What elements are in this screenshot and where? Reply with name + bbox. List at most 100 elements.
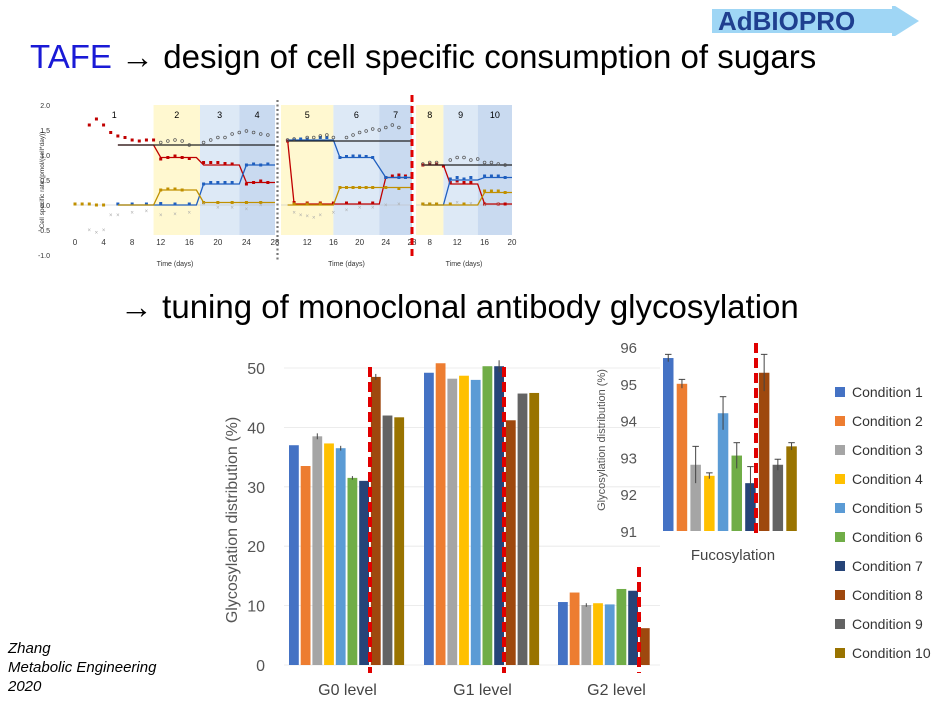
data-point-fructose	[216, 181, 220, 184]
data-point-fructose	[384, 176, 388, 179]
data-point-production	[364, 129, 368, 133]
data-point-production	[325, 133, 329, 137]
data-point-fructose	[364, 155, 368, 158]
y-axis-label: Glycosylation distribution (%)	[224, 417, 241, 623]
inset-bar-2	[690, 464, 701, 531]
data-point-galactose	[448, 202, 452, 206]
subtitle-arrow-icon: →	[120, 288, 153, 325]
phase-label: 10	[490, 110, 500, 120]
title-highlight: TAFE	[30, 38, 112, 75]
data-point-glucose	[358, 201, 362, 205]
data-point-galactose	[216, 201, 220, 204]
legend-label: Condition 2	[852, 412, 923, 429]
legend-item: Condition 2	[835, 406, 931, 435]
data-point-fructose	[358, 154, 362, 158]
phase-band	[239, 105, 275, 235]
legend-swatch	[835, 590, 845, 601]
data-point-glucose	[483, 202, 487, 206]
data-point-production	[180, 139, 184, 143]
data-point-glucose	[230, 162, 234, 166]
data-point-fructose	[244, 163, 248, 167]
fucosylation-inset-chart: 91 92 93 94 95 96 Glycosylation distribution (…	[596, 340, 797, 564]
phase-band	[416, 105, 444, 235]
data-point-glucose	[152, 138, 156, 142]
data-point-galactose	[483, 189, 487, 193]
data-point-galactose	[180, 188, 184, 192]
data-point-production	[173, 138, 177, 142]
inset-bar-0	[663, 358, 674, 531]
data-point-galactose	[489, 189, 493, 193]
data-point-galactose	[159, 188, 163, 192]
data-point-glucose	[137, 139, 141, 143]
data-point-galactose	[364, 186, 368, 189]
x-tick-label: 12	[303, 238, 312, 247]
legend-label: Condition 10	[852, 645, 931, 662]
logo-arrow-shape	[712, 6, 919, 36]
x-tick-label: 8	[130, 238, 135, 247]
data-point-glucose	[216, 161, 220, 164]
data-point-lactate: ×	[95, 231, 99, 237]
data-point-fructose	[483, 174, 487, 178]
data-point-production	[434, 160, 439, 165]
bar-1-8	[517, 393, 528, 665]
chart-legend: Condition 1 Condition 2 Condition 3 Conditi…	[835, 377, 931, 668]
bar-0-8	[382, 415, 393, 665]
x-tick-label: 20	[213, 238, 222, 247]
y-tick-label: 30	[247, 480, 265, 497]
bar-1-9	[529, 392, 540, 665]
data-point-fructose	[503, 176, 507, 179]
sugar-rate-chart: 2.0 1.5 1.0 0.5 0.0 -0.5 -1.0 Cell specific rat…	[38, 95, 517, 268]
x-tick-label: 12	[453, 238, 462, 247]
data-point-fructose	[325, 136, 329, 139]
data-point-galactose	[292, 202, 296, 206]
data-point-fructose	[130, 202, 134, 206]
data-point-lactate: ×	[259, 203, 263, 209]
fit-line-fructose	[117, 164, 275, 206]
phase-label: 9	[458, 110, 463, 120]
data-point-glucose	[371, 201, 375, 205]
citation-year: 2020	[8, 678, 42, 695]
data-point-fructose	[223, 181, 227, 184]
data-point-production	[201, 140, 206, 145]
phase-label: 1	[112, 110, 117, 120]
inset-bar-8	[772, 464, 784, 531]
data-point-lactate: ×	[130, 211, 134, 217]
inset-bar-9	[786, 446, 797, 531]
y-tick-label: 50	[247, 361, 265, 378]
data-point-glucose	[252, 181, 256, 184]
data-point-lactate: ×	[469, 202, 473, 208]
data-point-production	[390, 123, 395, 127]
x-tick-label: G0 level	[318, 682, 377, 699]
data-point-fructose	[338, 156, 342, 159]
data-point-galactose	[318, 202, 322, 206]
data-point-fructose	[351, 154, 355, 158]
data-point-production	[251, 130, 256, 135]
data-point-fructose	[266, 162, 270, 166]
data-point-lactate: ×	[116, 213, 120, 219]
data-point-production	[357, 130, 362, 135]
data-point-fructose	[397, 176, 401, 179]
inset-bar-1	[676, 383, 688, 531]
data-point-production	[266, 133, 270, 137]
inset-bar-3	[704, 475, 715, 531]
data-point-glucose	[462, 181, 466, 184]
data-point-glucose	[390, 174, 394, 178]
fit-line-glucose	[117, 144, 275, 184]
data-point-galactose	[259, 201, 263, 204]
data-point-lactate: ×	[159, 213, 163, 219]
x-tick-label: 4	[101, 238, 106, 247]
data-point-fructose	[448, 177, 452, 181]
data-point-glucose	[173, 154, 177, 158]
y-tick-label: 92	[620, 487, 637, 504]
data-point-production	[421, 162, 425, 166]
data-point-lactate: ×	[145, 209, 149, 215]
data-point-galactose	[496, 189, 500, 193]
data-point-lactate: ×	[292, 211, 296, 217]
data-point-production	[237, 130, 242, 135]
phase-label: 6	[354, 110, 359, 120]
bar-1-0	[424, 372, 434, 665]
data-point-fructose	[403, 176, 407, 179]
data-point-lactate: ×	[173, 212, 177, 218]
legend-item: Condition 8	[835, 581, 931, 610]
bar-1-6	[494, 366, 504, 665]
